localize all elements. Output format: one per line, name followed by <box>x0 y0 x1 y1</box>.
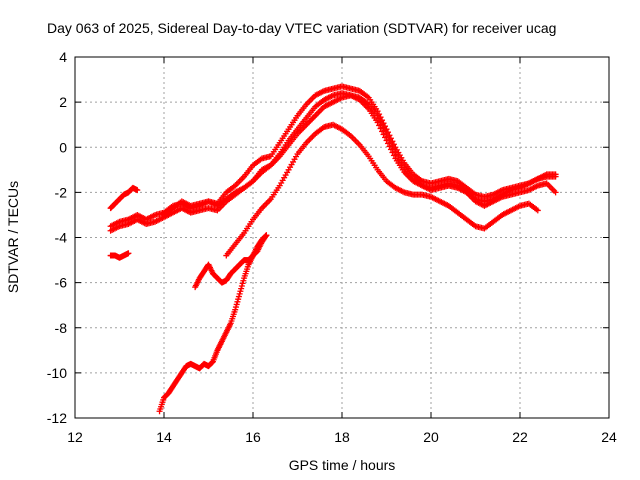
data-point <box>383 130 390 137</box>
y-tick-label: -10 <box>47 365 67 381</box>
data-point <box>263 232 270 239</box>
series-track-g <box>107 184 141 212</box>
grid-layer <box>75 57 609 418</box>
x-tick-label: 24 <box>601 429 617 445</box>
data-point <box>125 250 132 257</box>
data-point <box>379 128 386 135</box>
y-axis-label: SDTVAR / TECUs <box>5 181 21 293</box>
data-point <box>383 137 390 144</box>
y-tick-label: 2 <box>59 94 67 110</box>
data-point <box>377 125 384 132</box>
data-point <box>382 127 389 134</box>
series-track-d <box>223 121 541 259</box>
series-track-f <box>156 232 270 415</box>
data-point <box>386 136 393 143</box>
y-tick-label: -4 <box>55 230 68 246</box>
x-tick-label: 18 <box>334 429 350 445</box>
y-tick-label: -6 <box>55 275 68 291</box>
data-point <box>380 124 387 131</box>
y-tick-label: -12 <box>47 410 67 426</box>
x-axis-label: GPS time / hours <box>289 457 396 473</box>
data-point <box>384 133 391 140</box>
data-point <box>384 140 391 147</box>
y-tick-label: 0 <box>59 139 67 155</box>
data-point <box>552 173 559 180</box>
data-point <box>377 118 384 125</box>
series-track-e <box>192 232 270 291</box>
data-point <box>387 139 394 146</box>
chart-title: Day 063 of 2025, Sidereal Day-to-day VTE… <box>47 20 556 36</box>
data-point <box>374 119 381 126</box>
data-point <box>387 146 394 153</box>
y-tick-label: -2 <box>55 184 68 200</box>
data-point <box>389 149 396 156</box>
data-point <box>552 189 559 196</box>
data-point <box>376 122 383 129</box>
series-layer <box>107 83 559 415</box>
data-point <box>134 187 141 194</box>
data-point <box>262 232 269 239</box>
data-point <box>382 134 389 141</box>
data-point <box>386 143 393 150</box>
x-tick-label: 20 <box>423 429 439 445</box>
y-tick-label: 4 <box>59 49 67 65</box>
data-point <box>389 142 396 149</box>
series-track-b <box>107 90 559 234</box>
x-tick-label: 16 <box>245 429 261 445</box>
series-track-h <box>107 250 132 261</box>
data-point <box>379 121 386 128</box>
y-tick-label: -8 <box>55 320 68 336</box>
data-point <box>534 207 541 214</box>
series-track-c <box>161 92 559 218</box>
data-point <box>374 112 381 119</box>
x-tick-label: 12 <box>67 429 83 445</box>
x-tick-label: 14 <box>156 429 172 445</box>
data-point <box>376 115 383 122</box>
x-tick-label: 22 <box>512 429 528 445</box>
data-point <box>390 152 397 159</box>
data-point <box>390 145 397 152</box>
data-point <box>380 131 387 138</box>
